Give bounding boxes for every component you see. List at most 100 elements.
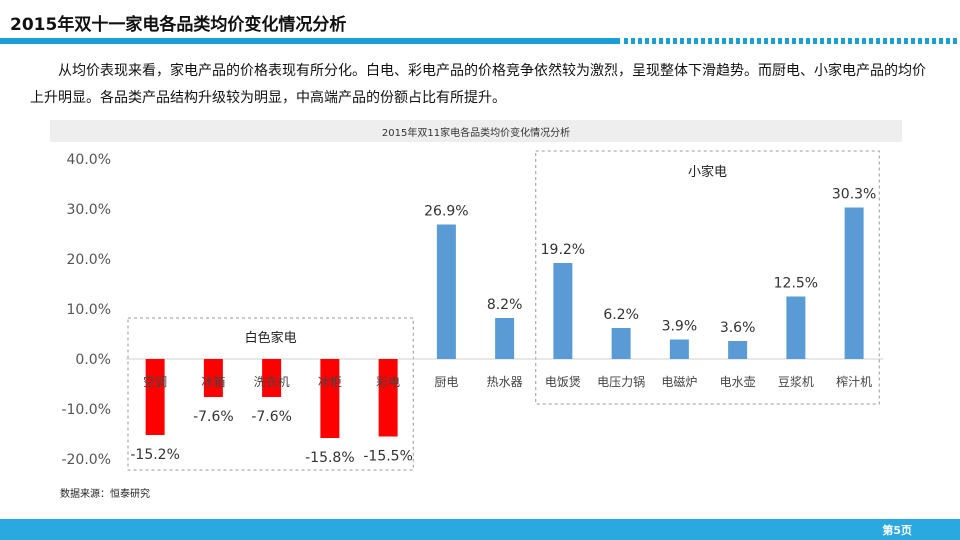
- data-label: -7.6%: [193, 409, 234, 425]
- title-bar-dash: [624, 38, 628, 44]
- title-bar-dash: [946, 38, 950, 44]
- title-bar-dash: [638, 38, 642, 44]
- x-tick-label: 冰柜: [318, 375, 342, 389]
- title-bar-dash: [834, 38, 838, 44]
- x-tick-label: 热水器: [487, 375, 523, 389]
- chart-title-banner: 2015年双11家电各品类均价变化情况分析: [50, 120, 902, 142]
- x-tick-label: 洗衣机: [254, 374, 290, 389]
- title-bar-dash: [883, 38, 887, 44]
- data-label: 3.9%: [662, 319, 698, 335]
- y-tick-label: 10.0%: [67, 302, 111, 318]
- title-bar-dash: [932, 38, 936, 44]
- title-bar-dash: [743, 38, 747, 44]
- x-tick-label: 豆浆机: [778, 374, 814, 389]
- data-label: 12.5%: [774, 276, 818, 292]
- data-label: 19.2%: [541, 242, 585, 258]
- data-label: -15.2%: [130, 447, 180, 463]
- title-bar-dash: [729, 38, 733, 44]
- x-tick-label: 电磁炉: [661, 374, 697, 389]
- data-label: 8.2%: [487, 297, 523, 313]
- group-label: 白色家电: [245, 330, 297, 346]
- title-bar-dash: [757, 38, 761, 44]
- title-bar-dash: [764, 38, 768, 44]
- x-tick-label: 空调: [143, 375, 167, 389]
- title-bar-dash: [778, 38, 782, 44]
- bar: [203, 359, 223, 397]
- y-tick-label: 30.0%: [67, 202, 111, 218]
- y-tick-label: -10.0%: [61, 402, 111, 418]
- x-tick-label: 电压力锅: [597, 374, 645, 389]
- y-tick-label: 40.0%: [67, 152, 111, 168]
- title-bar-dash: [750, 38, 754, 44]
- title-bar-dash: [799, 38, 803, 44]
- title-bar-dash: [869, 38, 873, 44]
- data-label: 3.6%: [720, 320, 756, 336]
- title-bar-dash: [722, 38, 726, 44]
- title-bar-dash: [687, 38, 691, 44]
- x-tick-label: 电水壶: [720, 374, 756, 389]
- title-bar-dash: [715, 38, 719, 44]
- footer-bar: [0, 519, 960, 540]
- title-bar-dash: [785, 38, 789, 44]
- data-label: 26.9%: [424, 204, 468, 220]
- title-bar-dash: [904, 38, 908, 44]
- x-tick-label: 冰箱: [201, 374, 225, 389]
- title-bar-dash: [659, 38, 663, 44]
- title-bar-dash: [813, 38, 817, 44]
- title-bar-dash: [806, 38, 810, 44]
- title-bar-dash: [890, 38, 894, 44]
- group-box: [535, 150, 880, 405]
- bar: [320, 359, 340, 438]
- title-bar-dash: [862, 38, 866, 44]
- group-box: [127, 317, 414, 471]
- title-bar-dash: [673, 38, 677, 44]
- page-title: 2015年双十一家电各品类均价变化情况分析: [10, 15, 347, 35]
- title-bar-dash: [701, 38, 705, 44]
- y-tick-label: 0.0%: [75, 352, 111, 368]
- data-source-note: 数据来源：恒泰研究: [60, 489, 150, 500]
- bar: [669, 339, 689, 359]
- title-bar-dash: [911, 38, 915, 44]
- bar: [844, 207, 864, 359]
- title-bar-dash: [652, 38, 656, 44]
- title-bar-dash: [953, 38, 957, 44]
- group-label: 小家电: [688, 164, 727, 180]
- title-bar-dash: [925, 38, 929, 44]
- title-bar-dash: [694, 38, 698, 44]
- x-tick-label: 电饭煲: [545, 374, 581, 389]
- data-label: 30.3%: [832, 187, 876, 203]
- x-tick-label: 厨电: [434, 375, 458, 389]
- title-bar-dash: [827, 38, 831, 44]
- title-bar-dash: [918, 38, 922, 44]
- title-bar-dash: [645, 38, 649, 44]
- bar: [495, 318, 515, 359]
- bar: [145, 359, 165, 435]
- data-label: -15.8%: [305, 450, 355, 466]
- title-bar-dash: [855, 38, 859, 44]
- title-bar-dash: [876, 38, 880, 44]
- page-number: 第5页: [882, 524, 912, 537]
- data-label: -15.5%: [363, 449, 413, 465]
- chart-title: 2015年双11家电各品类均价变化情况分析: [381, 128, 571, 139]
- x-tick-label: 榨汁机: [836, 374, 872, 389]
- title-bar-dash: [666, 38, 670, 44]
- title-bar-dash: [771, 38, 775, 44]
- title-bar-dash: [708, 38, 712, 44]
- bar: [436, 224, 456, 359]
- bar: [378, 359, 398, 437]
- x-tick-label: 彩电: [376, 375, 400, 389]
- title-bar-dash: [680, 38, 684, 44]
- bar: [786, 296, 806, 359]
- title-bar-dash: [848, 38, 852, 44]
- bar: [611, 328, 631, 359]
- title-bar-dash: [939, 38, 943, 44]
- title-bar-dash: [897, 38, 901, 44]
- title-bar-dash: [792, 38, 796, 44]
- bar: [553, 263, 573, 359]
- title-bar-dash: [820, 38, 824, 44]
- bar: [262, 359, 282, 397]
- title-bar-dash: [631, 38, 635, 44]
- title-underline-bar: [0, 38, 957, 44]
- data-label: 6.2%: [603, 307, 639, 323]
